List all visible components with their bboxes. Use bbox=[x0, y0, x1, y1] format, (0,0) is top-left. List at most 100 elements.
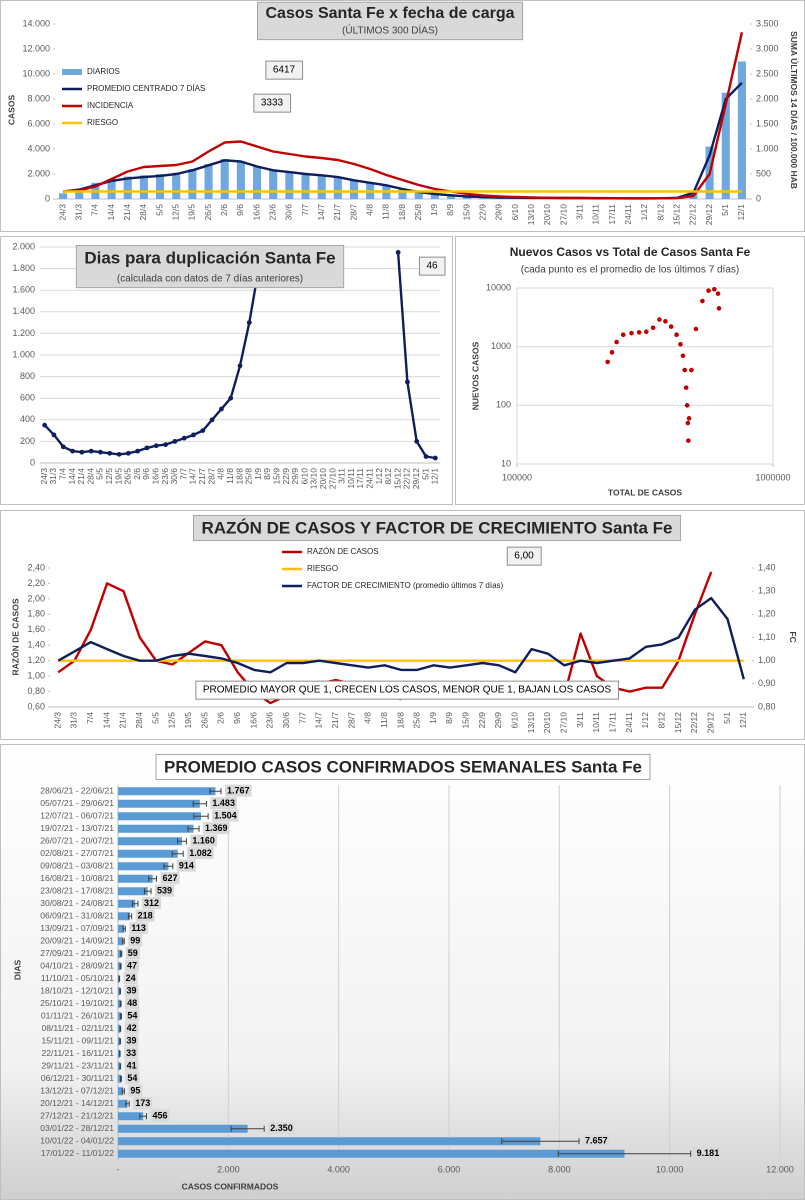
y-tick-label: 10/01/22 - 04/01/22 bbox=[40, 1136, 114, 1146]
x-tick-label: 8/9 bbox=[445, 204, 455, 216]
annotation: 3333 bbox=[261, 98, 284, 109]
line bbox=[63, 32, 744, 200]
marker bbox=[116, 451, 122, 457]
value-label-bg bbox=[583, 1134, 610, 1147]
bar bbox=[118, 949, 122, 958]
bar bbox=[172, 172, 181, 199]
x-tick-label: 16/6 bbox=[248, 712, 258, 729]
bar bbox=[118, 962, 121, 971]
x-tick-label: 15/9 bbox=[461, 712, 471, 729]
y2-tick-label: 3.000 bbox=[756, 43, 779, 53]
bar bbox=[285, 171, 294, 199]
value-label-bg bbox=[124, 1022, 139, 1035]
x-tick-label: 9/6 bbox=[141, 468, 151, 480]
y-tick-label: 600 bbox=[20, 393, 35, 403]
error-bar bbox=[143, 888, 152, 895]
x-tick-label: 12/5 bbox=[104, 468, 114, 485]
annotation-box bbox=[265, 60, 304, 80]
x-tick-label: 21/4 bbox=[118, 712, 128, 729]
x-tick-label: 12/1 bbox=[430, 468, 440, 485]
value-label: 39 bbox=[126, 986, 136, 996]
chart-title: Casos Santa Fe x fecha de carga bbox=[266, 5, 515, 22]
title-box bbox=[257, 1, 524, 41]
y-tick-label: 10 bbox=[501, 458, 511, 468]
x-tick-label: 14/4 bbox=[101, 712, 111, 729]
x-tick-label: 14/7 bbox=[188, 468, 198, 485]
marker bbox=[172, 439, 178, 444]
error-bar bbox=[131, 900, 139, 907]
value-label-bg bbox=[128, 1084, 143, 1097]
value-label-bg bbox=[176, 859, 196, 872]
legend-label: RIESGO bbox=[87, 118, 118, 127]
x-tick-label: 11/8 bbox=[225, 468, 235, 484]
value-label: 1.369 bbox=[205, 823, 228, 833]
error-bar bbox=[557, 1150, 692, 1157]
y-tick-label: 1000 bbox=[491, 341, 511, 351]
value-label: 1.082 bbox=[189, 848, 212, 858]
x-tick-label: 15/12 bbox=[392, 468, 402, 490]
marker bbox=[395, 250, 401, 255]
error-bar bbox=[127, 913, 133, 920]
x-tick-label: 28/7 bbox=[346, 712, 356, 729]
value-label: 39 bbox=[126, 1036, 136, 1046]
x-tick-label: 27/10 bbox=[559, 712, 569, 734]
bar bbox=[75, 189, 84, 199]
x-tick-label: 31/3 bbox=[73, 204, 83, 221]
y-tick-label: 04/10/21 - 28/09/21 bbox=[40, 961, 114, 971]
value-label: 456 bbox=[152, 1111, 167, 1121]
y-tick-label: 30/08/21 - 24/08/21 bbox=[40, 898, 114, 908]
error-bar bbox=[192, 800, 207, 807]
x-tick-label: 2/6 bbox=[216, 712, 226, 724]
x-tick-label: 22/12 bbox=[402, 468, 412, 490]
x-tick-label: 28/7 bbox=[348, 204, 358, 221]
bar bbox=[737, 61, 746, 199]
bar bbox=[118, 1137, 541, 1146]
marker bbox=[423, 454, 429, 459]
bar bbox=[252, 166, 262, 199]
x-tick-label: 12/5 bbox=[167, 712, 177, 729]
marker bbox=[209, 417, 215, 423]
y-tick-label: 1.600 bbox=[12, 285, 35, 295]
x-tick-label: 5/5 bbox=[150, 712, 160, 724]
x-tick-label: 15/9 bbox=[271, 468, 281, 485]
x-tick-label: 20/10 bbox=[318, 468, 328, 490]
x-tick-label: 10/11 bbox=[591, 712, 601, 733]
error-bar bbox=[148, 875, 157, 882]
x-tick-label: 6/10 bbox=[510, 712, 520, 729]
x-tick-label: 18/8 bbox=[395, 712, 405, 729]
y-tick-label: 2,40 bbox=[27, 562, 45, 572]
point bbox=[663, 319, 668, 324]
y-tick-label: 01/11/21 - 26/10/21 bbox=[41, 1011, 114, 1021]
bar bbox=[118, 1124, 248, 1133]
y2-axis-label: SUMA ÚLTIMOS 14 DÍAS / 100.000 HAB bbox=[789, 31, 800, 189]
x-tick-label: 25/8 bbox=[413, 204, 423, 221]
y-axis-label: RAZÓN DE CASOS bbox=[9, 598, 20, 675]
value-label-bg bbox=[133, 1097, 153, 1110]
bar bbox=[204, 164, 213, 199]
y-tick-label: 4.000 bbox=[27, 143, 50, 153]
annotation-box bbox=[506, 546, 542, 566]
x-tick-label: 13/10 bbox=[309, 468, 319, 490]
value-label: 95 bbox=[130, 1086, 140, 1096]
x-tick-label: 27/10 bbox=[558, 204, 568, 226]
legend-label: RIESGO bbox=[307, 564, 338, 573]
point bbox=[605, 359, 610, 365]
value-label: 1.160 bbox=[192, 836, 215, 846]
error-bar bbox=[209, 788, 222, 795]
bar bbox=[59, 193, 68, 199]
x-tick-label: 8/9 bbox=[262, 468, 272, 480]
x-tick-label: 1/12 bbox=[374, 468, 384, 485]
x-tick-label: 11/8 bbox=[379, 712, 389, 728]
x-tick-label: 21/7 bbox=[332, 204, 342, 221]
legend-label: PROMEDIO CENTRADO 7 DÍAS bbox=[87, 84, 205, 93]
x-tick-label: 4/8 bbox=[216, 468, 226, 480]
y-tick-label: 1,40 bbox=[27, 640, 45, 650]
y-tick-label: 03/01/22 - 28/12/21 bbox=[40, 1123, 114, 1133]
point bbox=[700, 298, 705, 304]
bar bbox=[430, 194, 439, 199]
x-tick-label: 23/6 bbox=[265, 712, 275, 729]
value-label-bg bbox=[694, 1147, 722, 1160]
x-tick-label: 14/7 bbox=[314, 712, 324, 729]
y-tick-label: 12.000 bbox=[22, 43, 50, 53]
value-label-bg bbox=[125, 1072, 140, 1085]
